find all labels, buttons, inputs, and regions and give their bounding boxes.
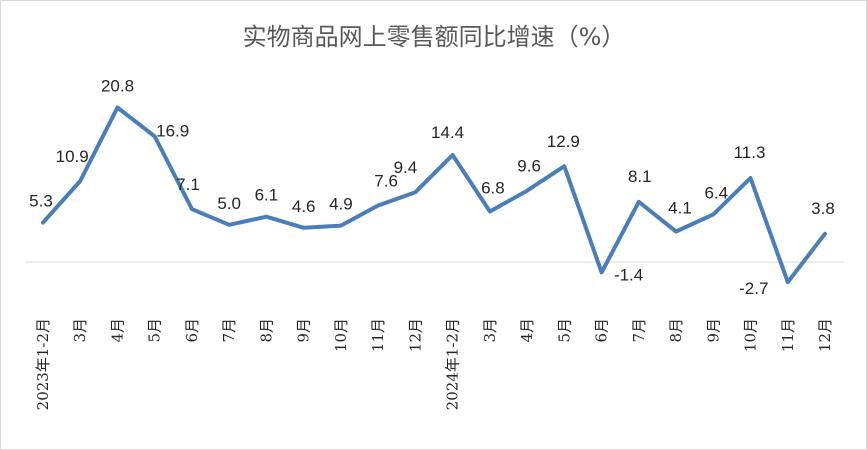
data-label: 16.9 [156,121,189,140]
x-tick-labels: 2023年1-2月 3月 4月 5月 6月 7月 8月 9月 10月 11月 12月 2024年1-2… [34,318,834,410]
x-tick-label: 3月 [481,318,499,343]
x-tick-label: 11月 [779,318,797,352]
data-label: -2.7 [739,279,768,298]
data-label: 7.6 [374,172,398,191]
x-tick-label: 5月 [146,318,164,343]
data-label: 6.4 [704,183,728,202]
x-tick-label: 2023年1-2月 [34,318,52,410]
data-label: 8.1 [628,167,652,186]
x-tick-label: 12月 [406,318,424,352]
data-label: 20.8 [101,77,134,96]
data-label: 4.1 [668,199,692,218]
data-label: 6.1 [255,186,279,205]
data-label: 14.4 [431,123,464,142]
x-tick-label: 4月 [518,318,536,343]
data-label: 5.0 [217,194,241,213]
data-label: 5.3 [29,192,53,211]
x-tick-label: 4月 [109,318,127,343]
data-label: 4.6 [292,197,316,216]
series-line [41,105,827,285]
data-labels: 5.3 10.9 20.8 16.9 7.1 5.0 6.1 4.6 4.9 7.69.4 14.4… [29,77,835,299]
x-tick-label: 11月 [369,318,387,352]
data-label: 11.3 [734,143,766,162]
x-tick-label: 9月 [704,318,722,343]
x-tick-label: 8月 [667,318,685,343]
data-label: 10.9 [56,147,89,166]
data-label: 9.6 [517,157,541,176]
x-tick-label: 7月 [630,318,648,343]
x-tick-label: 10月 [332,318,350,352]
x-tick-label: 10月 [742,318,760,352]
data-label: 3.8 [811,199,835,218]
x-tick-label: 7月 [220,318,238,343]
x-tick-label: 9月 [295,318,313,343]
data-label: -1.4 [614,265,643,284]
chart-title: 实物商品网上零售额同比增速（%） [243,23,626,51]
data-label: 7.1 [176,175,200,194]
x-tick-label: 5月 [555,318,573,343]
data-label: 12.9 [547,132,580,151]
x-tick-label: 3月 [71,318,89,343]
data-label: 6.8 [481,179,505,198]
x-tick-label: 6月 [183,318,201,343]
x-tick-label: 12月 [816,318,834,352]
x-tick-label: 8月 [257,318,275,343]
data-label: 9.4 [394,158,418,177]
x-tick-label: 6月 [593,318,611,343]
x-tick-label: 2024年1-2月 [444,318,462,410]
data-label: 4.9 [329,195,353,214]
